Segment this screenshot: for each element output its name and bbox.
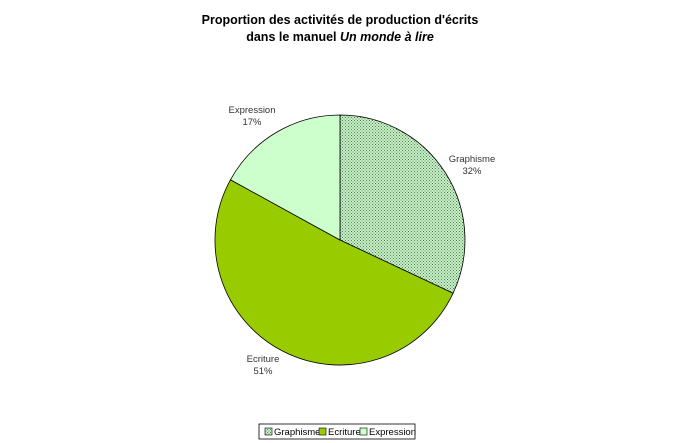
pie-slices <box>214 114 466 366</box>
chart-title: Proportion des activités de production d… <box>202 13 479 27</box>
slice-label-graphisme-value: 32% <box>462 166 482 177</box>
chart-subtitle-book-title: Un monde à lire <box>340 30 434 44</box>
legend: Graphisme Ecriture Expression <box>258 423 416 440</box>
slice-label-ecriture-name: Ecriture <box>247 354 280 365</box>
slice-label-ecriture: Ecriture 51% <box>247 354 280 377</box>
slice-label-graphisme-name: Graphisme <box>449 154 495 165</box>
slice-label-ecriture-value: 51% <box>253 366 273 377</box>
legend-label-ecriture: Ecriture <box>328 427 361 438</box>
chart-subtitle: dans le manuel Un monde à lire <box>246 30 434 44</box>
chart-subtitle-prefix: dans le manuel <box>246 30 340 44</box>
slice-ecriture <box>214 179 454 366</box>
slice-label-expression-name: Expression <box>229 105 276 116</box>
legend-label-expression: Expression <box>369 427 416 438</box>
slice-label-expression: Expression 17% <box>229 105 276 128</box>
legend-swatch-graphisme <box>264 427 273 436</box>
legend-frame <box>258 423 416 440</box>
slice-graphisme <box>339 114 466 294</box>
slice-label-expression-value: 17% <box>242 117 262 128</box>
legend-swatch-expression <box>359 427 368 436</box>
legend-label-graphisme: Graphisme <box>274 427 320 438</box>
slice-label-graphisme: Graphisme 32% <box>449 154 495 177</box>
legend-swatch-ecriture <box>318 427 327 436</box>
slice-expression <box>229 114 341 241</box>
